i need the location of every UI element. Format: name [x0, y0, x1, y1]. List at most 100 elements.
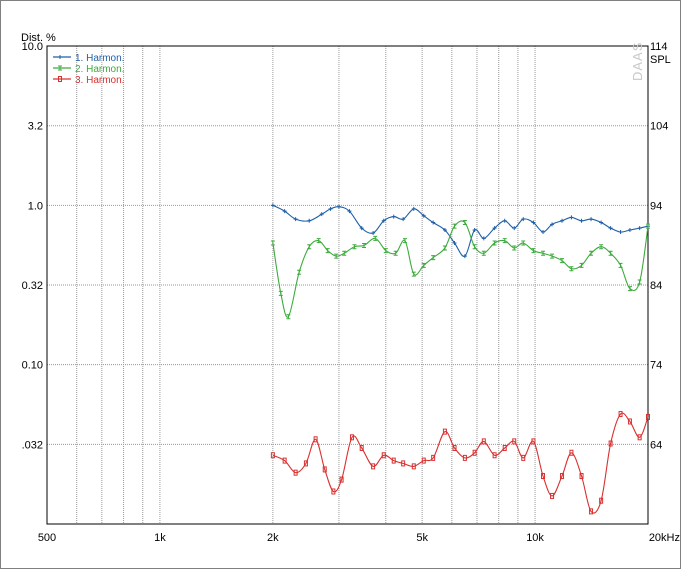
data-point — [637, 434, 642, 441]
data-point — [336, 204, 341, 209]
data-point — [579, 218, 584, 223]
data-point — [618, 262, 623, 268]
data-point — [462, 220, 467, 226]
legend-marker — [58, 65, 62, 71]
data-point — [531, 248, 536, 254]
data-point — [322, 466, 327, 473]
left-axis-title: Dist. % — [21, 32, 56, 44]
data-point — [442, 245, 447, 251]
daas-watermark: DAAS — [630, 42, 645, 81]
legend-label: 2. Harmon. — [75, 64, 124, 75]
data-point — [442, 428, 447, 435]
data-point — [569, 215, 574, 220]
data-point — [431, 454, 436, 461]
data-point — [391, 214, 396, 219]
data-point — [560, 473, 565, 480]
data-point — [637, 226, 642, 231]
data-point — [481, 438, 486, 445]
series-layer — [270, 203, 650, 515]
data-point — [286, 314, 291, 320]
data-point — [352, 244, 357, 250]
data-point — [282, 209, 287, 214]
series-3-harmonic — [270, 411, 650, 515]
data-point — [531, 220, 536, 225]
data-point — [270, 240, 275, 246]
data-point — [421, 457, 426, 464]
data-point — [589, 508, 594, 515]
data-point — [282, 457, 287, 464]
data-point — [521, 240, 526, 246]
data-point — [421, 262, 426, 268]
data-point — [512, 245, 517, 251]
data-point — [608, 440, 613, 447]
legend: 1. Harmon.2. Harmon.3. Harmon. — [53, 53, 124, 86]
data-point — [307, 244, 312, 250]
data-point — [359, 226, 364, 231]
series-2-harmonic — [270, 220, 650, 320]
data-point — [599, 244, 604, 250]
right-tick-label: 114 — [650, 41, 668, 53]
data-point — [401, 217, 406, 222]
data-point — [492, 240, 497, 246]
data-point — [402, 238, 407, 244]
right-tick-label: 64 — [650, 439, 662, 451]
plot-border — [46, 45, 649, 525]
data-point — [502, 444, 507, 451]
data-point — [270, 452, 275, 459]
data-point — [362, 242, 367, 248]
data-point — [411, 206, 416, 211]
y-tick-label: 3.2 — [28, 121, 43, 133]
data-point — [452, 241, 457, 246]
x-axis-ticks: 500 1k 2k 5k 10k 20kHz — [38, 532, 680, 544]
data-point — [550, 222, 555, 227]
data-point — [531, 438, 536, 445]
data-point — [334, 253, 339, 259]
grid — [47, 46, 648, 524]
data-point — [383, 248, 388, 254]
data-point — [328, 206, 333, 211]
data-point — [560, 218, 565, 223]
data-point — [627, 228, 632, 233]
right-tick-label: 84 — [650, 280, 662, 292]
data-point — [481, 250, 486, 256]
y-tick-label: 0.10 — [22, 360, 43, 372]
data-point — [452, 444, 457, 451]
data-point — [599, 220, 604, 225]
data-point — [293, 469, 298, 476]
y-tick-label: 0.32 — [22, 280, 43, 292]
series-line — [272, 220, 649, 318]
data-point — [339, 476, 344, 483]
data-point — [401, 460, 406, 467]
data-point — [421, 213, 426, 218]
x-tick-label: 20kHz — [649, 532, 680, 544]
data-point — [618, 411, 623, 418]
data-point — [627, 418, 632, 425]
data-point — [381, 218, 386, 223]
right-tick-label: 104 — [650, 121, 668, 133]
data-point — [293, 217, 298, 222]
data-point — [502, 218, 507, 223]
data-point — [431, 255, 436, 261]
right-axis-title: SPL — [650, 54, 671, 66]
data-point — [637, 279, 642, 285]
data-point — [579, 473, 584, 480]
data-point — [589, 250, 594, 256]
data-point — [270, 203, 275, 208]
data-point — [599, 497, 604, 504]
data-point — [462, 454, 467, 461]
data-point — [472, 244, 477, 250]
data-point — [512, 226, 517, 231]
data-point — [589, 217, 594, 222]
data-point — [472, 449, 477, 456]
y-tick-label: 1.0 — [28, 200, 43, 212]
y-tick-label: .032 — [22, 439, 43, 451]
data-point — [349, 434, 354, 441]
data-point — [550, 253, 555, 259]
data-point — [462, 254, 467, 259]
x-tick-label: 500 — [38, 532, 56, 544]
data-point — [307, 218, 312, 223]
x-tick-label: 1k — [154, 532, 166, 544]
data-point — [371, 231, 376, 236]
data-point — [492, 226, 497, 231]
